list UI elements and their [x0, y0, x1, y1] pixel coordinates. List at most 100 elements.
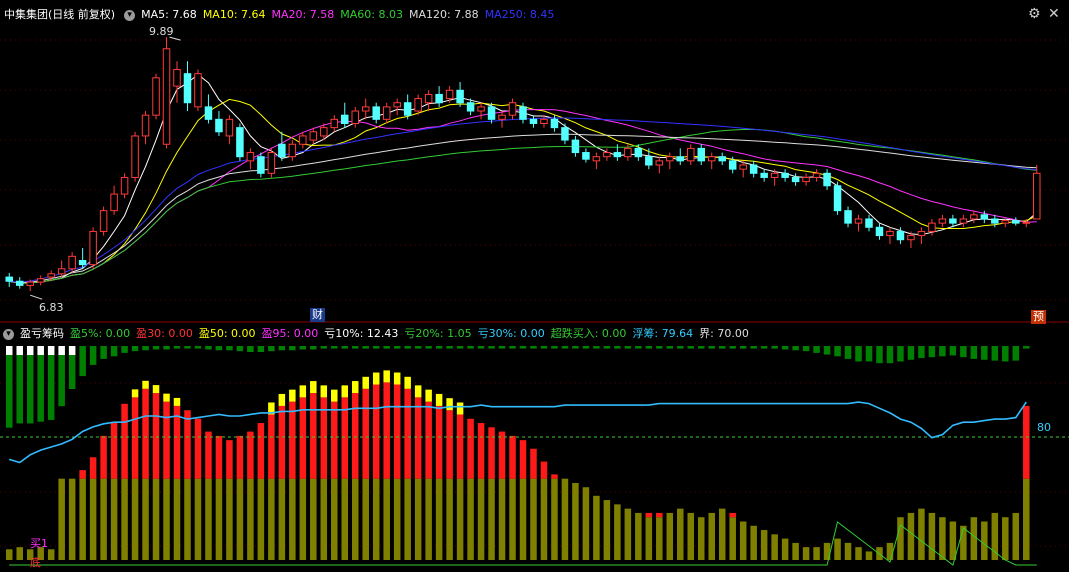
loss-chip-bar: [184, 346, 191, 349]
profit-chip-red: [540, 461, 548, 479]
profit-chip-red: [645, 512, 653, 518]
indicator-legend-item-4: 亏10%: 12.43: [324, 327, 399, 340]
profit-chip-bar: [131, 478, 139, 560]
candle-body: [844, 210, 852, 224]
candle-body: [120, 176, 129, 195]
candle-body: [382, 106, 391, 120]
profit-chip-yellow: [383, 370, 390, 383]
profit-chip-yellow: [289, 389, 296, 402]
candle-body: [372, 106, 380, 120]
loss-chip-bar: [844, 346, 852, 359]
loss-chip-bar: [876, 346, 883, 364]
candle-body: [320, 127, 328, 137]
profit-chip-yellow: [142, 380, 149, 389]
high-pointer: [169, 36, 181, 41]
financial-report-marker[interactable]: 财: [310, 308, 325, 322]
profit-chip-bar: [844, 542, 852, 560]
loss-chip-bar: [991, 346, 999, 361]
profit-chip-bar: [362, 478, 369, 560]
loss-chip-bar: [697, 346, 705, 349]
candle-body: [487, 106, 496, 120]
profit-chip-bar: [89, 478, 97, 560]
profit-chip-bar: [456, 478, 464, 560]
loss-chip-bar: [131, 346, 139, 352]
candle-body: [236, 127, 244, 158]
loss-chip-bar: [834, 346, 841, 357]
chevron-down-icon[interactable]: ▾: [124, 9, 136, 21]
profit-chip-red: [226, 440, 233, 479]
loss-chip-bar: [781, 346, 789, 350]
forecast-marker[interactable]: 预: [1031, 310, 1046, 324]
loss-chip-bar: [519, 346, 527, 349]
candle-body: [802, 176, 810, 183]
loss-chip-bar: [729, 346, 736, 349]
profit-chip-bar: [16, 547, 23, 560]
profit-chip-bar: [425, 478, 432, 560]
profit-chip-bar: [677, 508, 684, 560]
profit-chip-yellow: [152, 385, 160, 394]
profit-chip-bar: [781, 538, 789, 560]
chevron-down-icon[interactable]: ▾: [3, 328, 14, 340]
profit-chip-bar: [331, 478, 338, 560]
profit-chip-bar: [886, 542, 894, 560]
gear-icon[interactable]: ⚙: [1028, 6, 1041, 22]
profit-chip-red: [351, 393, 359, 479]
close-icon[interactable]: ✕: [1048, 6, 1060, 22]
candle-body: [508, 102, 517, 116]
loss-chip-bar: [813, 346, 820, 353]
candle-body: [194, 73, 202, 108]
main-chart-header: 中集集团(日线 前复权) ▾ MA5: 7.68 MA10: 7.64 MA20: 7.…: [4, 6, 566, 24]
profit-chip-red: [404, 388, 411, 479]
profit-chip-red: [152, 393, 160, 479]
profit-chip-bar: [310, 478, 317, 560]
profit-chip-bar: [813, 547, 820, 560]
profit-chip-bar: [163, 478, 170, 560]
loss-chip-bar: [708, 346, 715, 349]
loss-chip-bar: [656, 346, 663, 349]
ma-line-120: [9, 133, 1037, 284]
profit-chip-bar: [79, 478, 86, 560]
loss-chip-bar: [855, 346, 862, 362]
loss-chip-bar: [425, 346, 432, 349]
profit-chip-bar: [173, 478, 181, 560]
loss-chip-bar: [1002, 346, 1009, 362]
candle-body: [183, 73, 192, 104]
profit-chip-bar: [697, 517, 705, 560]
loss-chip-bar: [383, 346, 390, 349]
candle-body: [697, 147, 705, 162]
profit-chip-bar: [498, 478, 506, 560]
loss-chip-bar: [163, 346, 170, 350]
profit-chip-yellow: [393, 372, 401, 385]
profit-chip-bar: [205, 478, 212, 560]
profit-chip-red: [110, 423, 118, 479]
loss-chip-cap: [47, 346, 55, 355]
loss-chip-bar: [666, 346, 674, 349]
profit-chip-bar: [907, 512, 915, 560]
profit-chip-red: [509, 435, 516, 479]
profit-chip-red: [320, 397, 328, 479]
candle-body: [57, 268, 66, 275]
profit-chip-bar: [981, 521, 988, 560]
loss-chip-bar: [173, 346, 181, 349]
profit-chip-bar: [152, 478, 160, 560]
loss-chip-bar: [624, 346, 632, 349]
candle-body: [1022, 221, 1031, 224]
loss-chip-bar: [68, 346, 76, 389]
loss-chip-bar: [540, 346, 548, 349]
profit-chip-bar: [593, 495, 600, 560]
loss-chip-bar: [456, 346, 464, 349]
loss-chip-bar: [1012, 346, 1020, 361]
profit-chip-red: [498, 431, 506, 479]
profit-chip-yellow: [341, 385, 349, 398]
profit-chip-red: [435, 405, 443, 479]
profit-chip-bar: [184, 478, 191, 560]
profit-chip-yellow: [310, 381, 317, 394]
candle-body: [131, 135, 139, 178]
profit-chip-red: [456, 414, 464, 479]
profit-chip-bar: [37, 547, 44, 560]
loss-chip-bar: [645, 346, 653, 349]
candle-body: [907, 235, 915, 241]
candle-body: [466, 102, 475, 112]
